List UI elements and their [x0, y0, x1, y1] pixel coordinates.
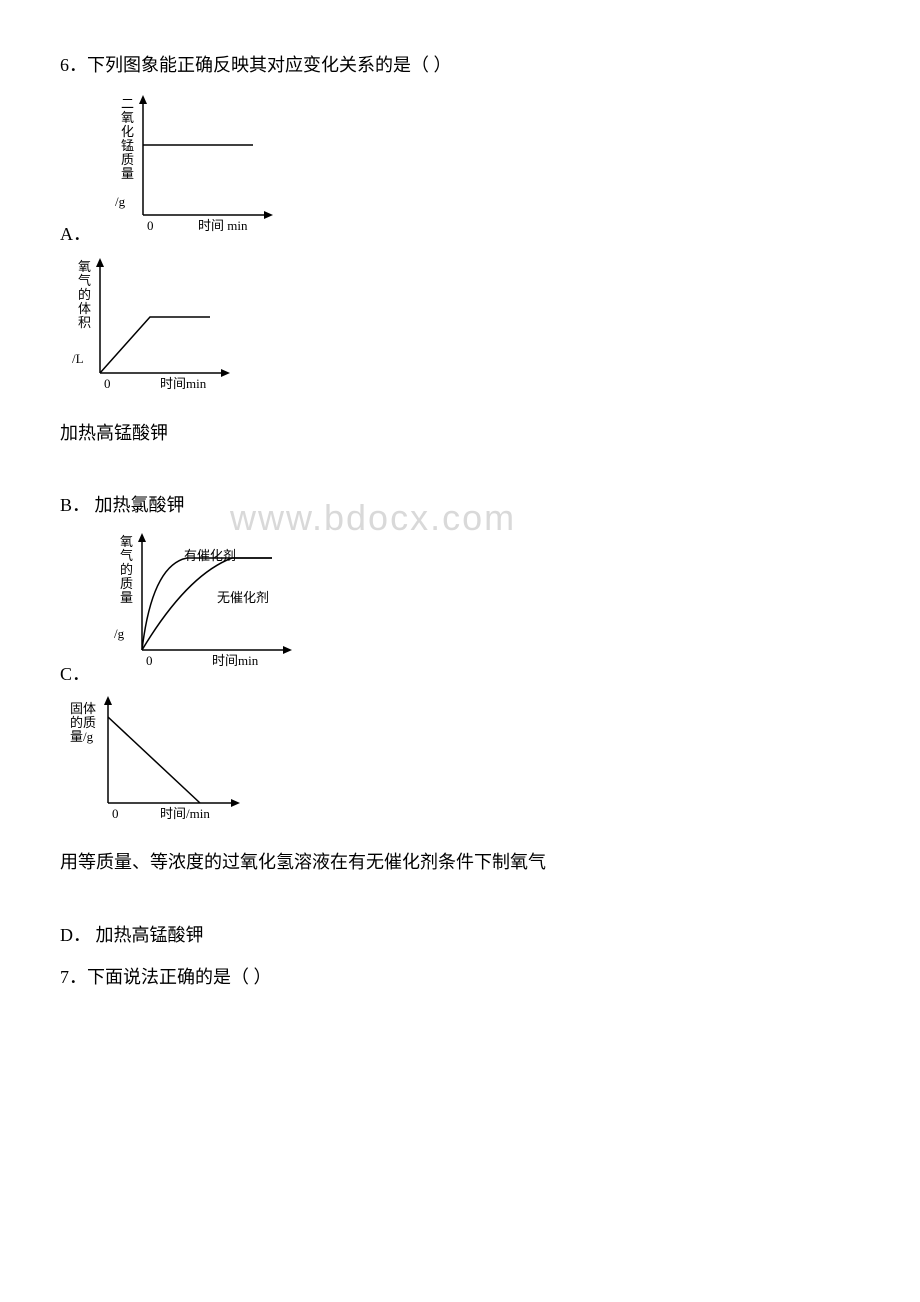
chart-a1-yarrow	[139, 95, 147, 104]
q7-prompt: 7．下面说法正确的是（ ）	[60, 960, 860, 994]
chart-a1-yunit: /g	[115, 194, 126, 209]
chart-d-origin: 0	[112, 806, 119, 821]
chart-d-row: 固体 的质 量/g 0 时间/min	[60, 695, 860, 841]
chart-c: 氧 气 的 质 量 /g 有催化剂 无催化剂 0 时间min	[102, 530, 312, 691]
chart-d-xarrow	[231, 799, 240, 807]
chart-c-label-with: 有催化剂	[184, 548, 236, 563]
option-c-row: C． 氧 气 的 质 量 /g 有催化剂 无催化剂 0 时间min	[60, 530, 860, 691]
chart-a1-xarrow	[264, 211, 273, 219]
option-c-letter: C．	[60, 657, 90, 691]
chart-d-yarrow	[104, 696, 112, 705]
chart-c-ylabel: 氧 气 的 质 量	[120, 534, 136, 605]
chart-c-origin: 0	[146, 653, 153, 668]
chart-a1: 二 氧 化 锰 质 量 /g 0 时间 min	[103, 90, 283, 251]
chart-a2: 氧 气 的 体 积 /L 0 时间min	[60, 255, 240, 411]
chart-c-label-without: 无催化剂	[217, 590, 269, 605]
chart-c-caption: 用等质量、等浓度的过氧化氢溶液在有无催化剂条件下制氧气	[60, 845, 860, 879]
chart-a1-origin: 0	[147, 218, 154, 233]
chart-a2-origin: 0	[104, 376, 111, 391]
chart-d-dataline	[108, 717, 200, 803]
chart-c-yarrow	[138, 533, 146, 542]
chart-a-caption: 加热高锰酸钾	[60, 416, 860, 450]
chart-a2-dataline	[100, 317, 210, 373]
chart-d-ylabel: 固体 的质 量/g	[70, 701, 99, 744]
chart-a2-yunit: /L	[72, 351, 84, 366]
q6-prompt: 6．下列图象能正确反映其对应变化关系的是（ ）	[60, 48, 860, 82]
chart-a1-ylabel: 二 氧 化 锰 质 量	[121, 96, 137, 181]
chart-a2-xarrow	[221, 369, 230, 377]
chart-a1-xlabel: 时间 min	[198, 218, 248, 233]
chart-c-xarrow	[283, 646, 292, 654]
option-d-row: D． 加热高锰酸钾	[60, 918, 860, 952]
option-d-letter: D．	[60, 925, 91, 945]
option-b-letter: B．	[60, 495, 90, 515]
chart-d-xlabel: 时间/min	[160, 806, 210, 821]
chart-a2-row: 氧 气 的 体 积 /L 0 时间min	[60, 255, 860, 411]
chart-a2-xlabel: 时间min	[160, 376, 207, 391]
chart-c-xlabel: 时间min	[212, 653, 259, 668]
option-b-row: B． 加热氯酸钾	[60, 488, 860, 522]
chart-d: 固体 的质 量/g 0 时间/min	[60, 695, 250, 841]
chart-a2-ylabel: 氧 气 的 体 积	[78, 259, 94, 330]
option-a-letter: A．	[60, 217, 91, 251]
option-b-text: 加热氯酸钾	[95, 495, 185, 515]
chart-a2-yarrow	[96, 258, 104, 267]
option-d-text: 加热高锰酸钾	[96, 925, 204, 945]
chart-c-yunit: /g	[114, 626, 125, 641]
option-a-row: A． 二 氧 化 锰 质 量 /g 0 时间 min	[60, 90, 860, 251]
